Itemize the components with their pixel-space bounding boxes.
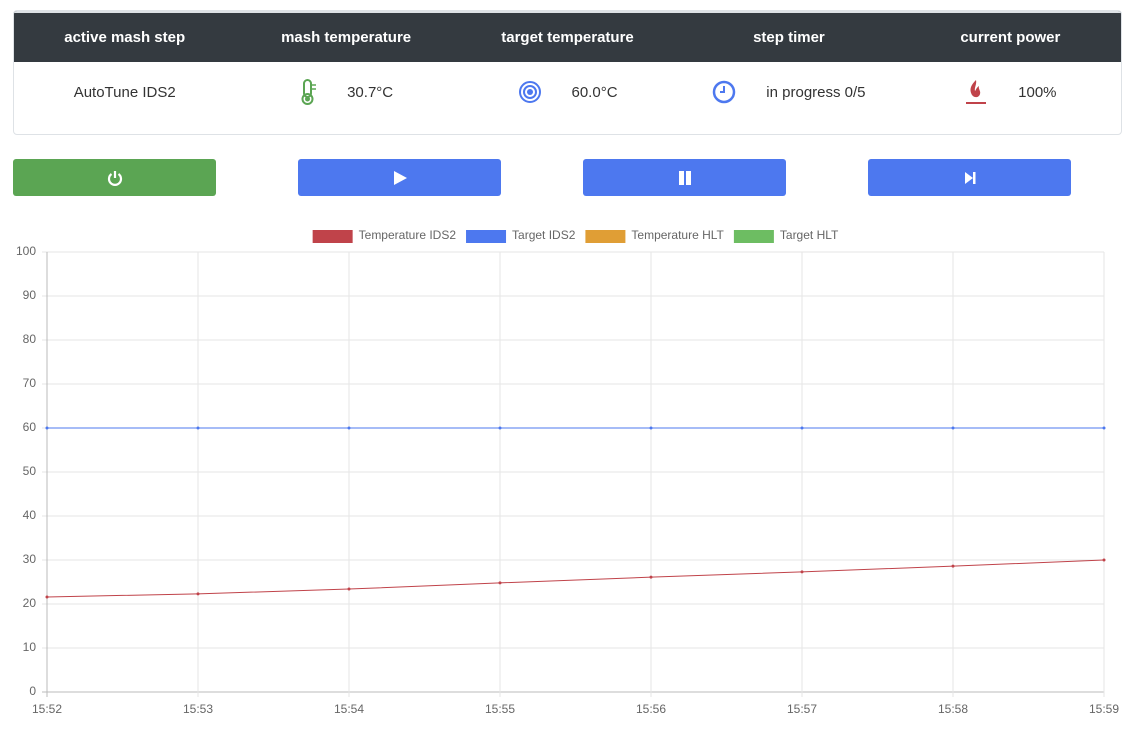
x-tick-label: 15:52: [32, 702, 62, 716]
play-button[interactable]: [298, 159, 501, 196]
y-tick-label: 10: [23, 640, 37, 654]
data-point: [1102, 426, 1106, 430]
legend-label: Target IDS2: [512, 228, 576, 242]
data-point: [649, 426, 653, 430]
legend-label: Target HLT: [780, 228, 839, 242]
y-tick-label: 100: [16, 244, 36, 258]
header-cell: step timer: [753, 29, 825, 46]
play-icon: [393, 170, 407, 185]
x-tick-label: 15:59: [1089, 702, 1119, 716]
cell-text: 30.7°C: [347, 83, 394, 101]
data-point: [1102, 558, 1106, 562]
legend-label: Temperature HLT: [631, 228, 724, 242]
power-button[interactable]: [13, 159, 216, 196]
y-tick-label: 0: [29, 684, 36, 698]
header-cell: mash temperature: [281, 29, 412, 46]
cell: 60.0°C: [457, 62, 678, 122]
chart: 0 10 20 30 40 50 60 70 80 90 100 15:52 15:53 15:54 15:…: [16, 228, 1119, 716]
y-tick-label: 90: [23, 288, 37, 302]
pause-icon: [678, 170, 691, 185]
cell-text: 60.0°C: [571, 83, 618, 101]
cell-text: AutoTune IDS2: [73, 83, 176, 101]
pause-button[interactable]: [583, 159, 786, 196]
x-tick-label: 15:54: [334, 702, 364, 716]
skip-button[interactable]: [868, 159, 1071, 196]
x-tick-label: 15:55: [485, 702, 515, 716]
flame-icon: [966, 80, 987, 104]
data-point: [498, 426, 502, 430]
y-tick-label: 80: [23, 332, 37, 346]
header-cell: target temperature: [501, 29, 634, 46]
legend-swatch: [312, 230, 353, 243]
power-icon: [107, 170, 122, 186]
data-point: [800, 570, 804, 574]
data-point: [800, 426, 804, 430]
data-point: [196, 426, 200, 430]
header-cell: active mash step: [64, 29, 186, 46]
cell: 100%: [900, 62, 1121, 122]
series-line: [46, 559, 1105, 598]
data-point: [347, 587, 351, 591]
data-point: [951, 564, 955, 568]
x-tick-label: 15:53: [183, 702, 213, 716]
x-tick-label: 15:56: [636, 702, 666, 716]
legend-swatch: [733, 230, 774, 243]
data-point: [45, 426, 49, 430]
target-icon: [518, 81, 541, 103]
data-point: [951, 426, 955, 430]
legend-swatch: [466, 230, 507, 243]
data-point: [196, 592, 200, 596]
y-tick-label: 40: [23, 508, 37, 522]
data-point: [649, 575, 653, 579]
x-tick-label: 15:58: [938, 702, 968, 716]
skip-icon: [964, 171, 975, 184]
table-header: active mash step mash temperature target…: [14, 11, 1121, 62]
cell-text: 100%: [1018, 83, 1057, 101]
data-point: [45, 595, 49, 599]
y-tick-label: 20: [23, 596, 37, 610]
thermometer-icon: [301, 79, 317, 105]
header-cell: current power: [960, 29, 1061, 46]
y-tick-label: 70: [23, 376, 37, 390]
data-point: [498, 581, 502, 585]
legend-label: Temperature IDS2: [359, 228, 457, 242]
x-tick-label: 15:57: [787, 702, 817, 716]
table-row: AutoTune IDS2 30.7°C 60.0°C in progress …: [14, 62, 1121, 122]
y-tick-label: 60: [23, 420, 37, 434]
y-tick-label: 50: [23, 464, 37, 478]
cell: in progress 0/5: [678, 62, 899, 122]
cell: AutoTune IDS2: [14, 62, 235, 122]
cell-text: in progress 0/5: [766, 83, 866, 101]
data-point: [347, 426, 351, 430]
status-table: active mash step mash temperature target…: [13, 10, 1122, 135]
legend-swatch: [585, 230, 626, 243]
clock-icon: [713, 80, 736, 104]
cell: 30.7°C: [235, 62, 456, 122]
y-tick-label: 30: [23, 552, 37, 566]
